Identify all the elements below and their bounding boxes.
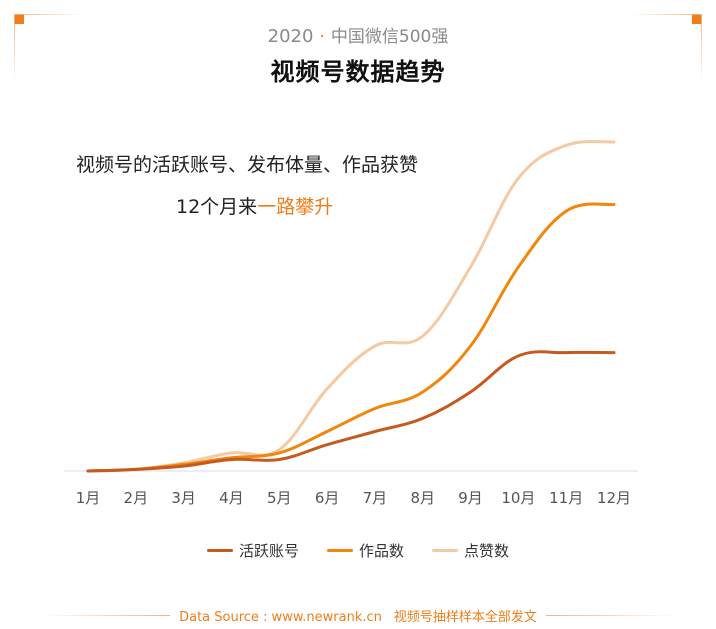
- x-tick-label: 12月: [597, 489, 631, 507]
- legend-swatch: [326, 549, 353, 552]
- corner-decoration-left: [14, 14, 24, 24]
- annotation-prefix: 12个月来: [176, 196, 258, 218]
- x-tick-label: 8月: [410, 489, 435, 507]
- chart-legend: 活跃账号 作品数 点赞数: [0, 540, 716, 561]
- legend-item-active-accounts: 活跃账号: [206, 540, 299, 561]
- x-tick-label: 5月: [267, 489, 292, 507]
- legend-item-works: 作品数: [326, 540, 404, 561]
- x-tick-labels: 1月 2月 3月 4月 5月 6月 7月 8月 9月 10月 11月 12月: [76, 489, 631, 507]
- x-tick-label: 6月: [315, 489, 340, 507]
- footer-line: [546, 615, 676, 616]
- legend-swatch: [432, 549, 458, 552]
- legend-label: 作品数: [358, 542, 404, 560]
- x-tick-label: 10月: [501, 489, 535, 507]
- footer-source-text: Data Source : www.newrank.cn: [179, 610, 382, 625]
- footer-line: [40, 615, 170, 616]
- x-tick-label: 4月: [219, 489, 244, 507]
- header-subtitle-text: 中国微信500强: [330, 27, 449, 47]
- legend-item-likes: 点赞数: [432, 540, 509, 561]
- annotation-highlight: 一路攀升: [257, 196, 334, 218]
- series-line-works: [86, 202, 616, 473]
- chart-annotation-line2: 12个月来一路攀升: [176, 192, 333, 219]
- page-title: 视频号数据趋势: [270, 58, 446, 86]
- legend-swatch: [206, 549, 233, 552]
- header-separator: ·: [319, 27, 325, 47]
- frame-line: [632, 14, 702, 15]
- corner-decoration-right: [692, 14, 702, 24]
- frame-line: [14, 14, 84, 15]
- x-tick-label: 11月: [549, 489, 583, 507]
- series-layer: [86, 139, 616, 473]
- x-tick-label: 9月: [458, 489, 483, 507]
- x-tick-label: 1月: [76, 489, 101, 507]
- header-subtitle: 2020 · 中国微信500强: [0, 22, 716, 47]
- legend-label: 活跃账号: [238, 542, 299, 560]
- chart-annotation-line1: 视频号的活跃账号、发布体量、作品获赞: [76, 154, 419, 176]
- x-tick-label: 3月: [171, 489, 196, 507]
- x-tick-label: 7月: [363, 489, 388, 507]
- legend-label: 点赞数: [464, 542, 510, 560]
- series-line-likes: [86, 139, 616, 473]
- footer-note: 视频号抽样样本全部发文: [393, 610, 537, 625]
- frame-line: [701, 14, 702, 84]
- series-line-active-accounts: [86, 350, 616, 473]
- header-year: 2020: [267, 26, 314, 47]
- x-tick-label: 2月: [124, 489, 149, 507]
- frame-line: [14, 14, 15, 84]
- footer-source: Data Source : www.newrank.cn 视频号抽样样本全部发文: [0, 606, 716, 625]
